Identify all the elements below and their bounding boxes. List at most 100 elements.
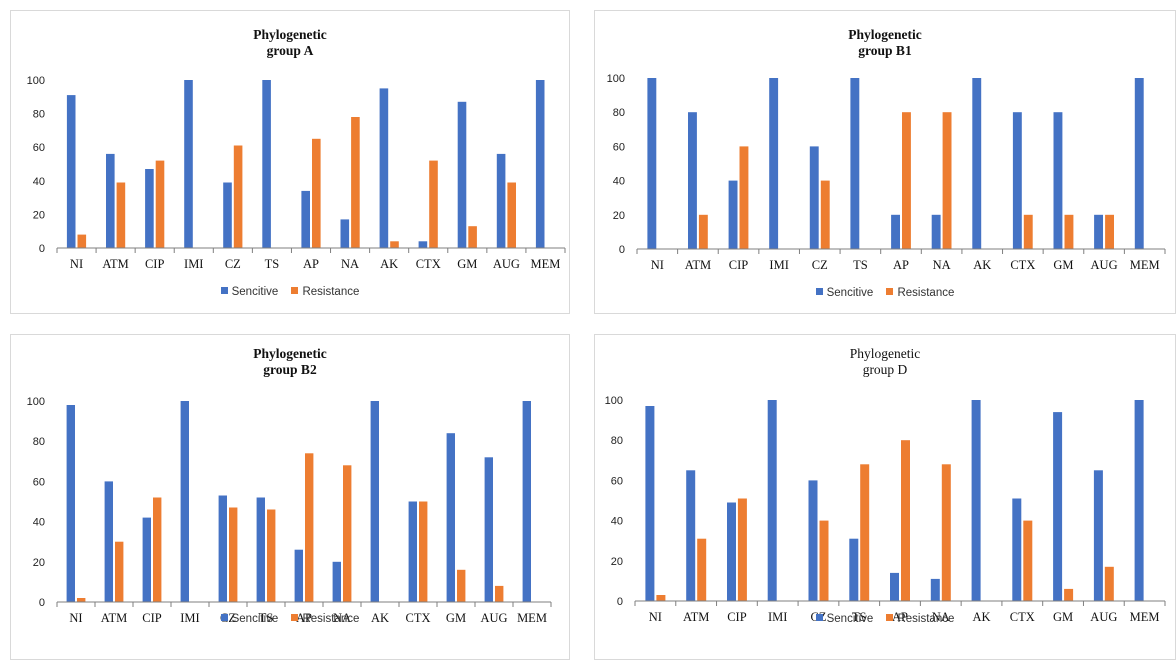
bar-sensitive-cip [727,502,736,601]
bar-resistance-ni [77,234,87,248]
y-tick-label: 0 [39,243,45,255]
bar-resistance-cz [229,507,238,602]
x-tick-label: MEM [517,611,547,625]
bar-resistance-gm [457,569,466,602]
x-tick-label: IMI [184,257,203,271]
chart-title: Phylogenetic group B1 [595,27,1175,59]
bar-sensitive-mem [1134,78,1144,249]
x-tick-label: NI [70,257,83,271]
y-tick-label: 60 [611,475,623,487]
x-tick-label: IMI [769,258,788,272]
chart-title-line2: group B2 [263,362,317,377]
bar-sensitive-cip [142,517,151,602]
y-tick-label: 20 [33,209,45,221]
chart-panel-group-b2: Phylogenetic group B2 0 20 40 60 80 100 NI ATM C… [10,334,570,660]
y-tick-label: 60 [33,476,45,488]
bar-sensitive-imi [184,80,193,248]
x-tick-label: AP [296,611,312,625]
chart-title-line1: Phylogenetic [849,346,921,361]
x-tick-label: CTX [1010,258,1035,272]
y-tick-label: 40 [33,517,45,529]
bar-sensitive-atm [686,470,696,601]
bar-sensitive-cz [218,495,227,602]
bar-sensitive-ni [645,406,655,601]
x-tick-label: NA [933,258,951,272]
y-tick-label: 80 [611,435,623,447]
bar-sensitive-ap [891,214,900,249]
bar-sensitive-ak [379,88,389,249]
legend-label-sensitive: Sencitive [826,613,874,625]
y-tick-label: 0 [619,244,625,256]
legend-item-resistance: Resistance [886,287,954,299]
chart-title-line1: Phylogenetic [848,27,922,42]
y-tick-label: 100 [607,73,625,85]
y-tick-label: 80 [33,436,45,448]
y-tick-label: 40 [611,516,623,528]
chart-title: Phylogenetic group A [11,27,569,59]
x-tick-label: NA [341,257,359,271]
x-tick-label: AUG [480,611,507,625]
bar-chart-group-a: 0 20 40 60 80 100 NI ATM CIP IMI CZ TS AP NA AK CTX GM AU… [27,75,566,271]
bar-resistance-gm [468,226,477,248]
x-tick-label: NI [69,611,82,625]
legend-swatch-sensitive [220,287,228,295]
legend-label-resistance: Resistance [302,286,360,298]
bar-sensitive-imi [180,401,189,602]
legend-item-resistance: Resistance [291,286,359,298]
x-tick-label: TS [853,258,868,272]
bar-resistance-ap [312,138,321,248]
bar-resistance-aug [495,585,504,602]
bar-sensitive-mem [1134,400,1144,601]
chart-title-line1: Phylogenetic [253,27,327,42]
bar-resistance-ctx [419,501,428,602]
bar-sensitive-ts [849,538,859,601]
chart-title-line2: group B1 [858,43,912,58]
x-tick-label: TS [265,257,280,271]
bar-sensitive-cz [223,182,232,248]
bar-resistance-cip [153,497,162,602]
x-tick-label: ATM [102,257,128,271]
legend-item-sensitive: Sencitive [220,286,279,298]
bar-resistance-aug [507,182,516,248]
bar-sensitive-ts [850,78,860,249]
bar-sensitive-ctx [418,241,428,248]
x-tick-label: CTX [406,611,431,625]
x-tick-label: TS [852,610,867,624]
bar-sensitive-ctx [1012,498,1022,601]
bar-sensitive-ni [66,95,76,248]
bar-sensitive-gm [1053,412,1063,601]
bar-resistance-ts [860,464,870,601]
bar-sensitive-ctx [1012,112,1022,249]
bar-sensitive-mem [535,80,545,248]
bar-sensitive-ap [890,572,899,601]
legend-item-sensitive: Sencitive [815,613,874,625]
y-tick-label: 60 [33,142,45,154]
legend-label-sensitive: Sencitive [231,286,279,298]
x-tick-label: IMI [180,611,199,625]
bar-resistance-cip [737,498,747,601]
x-tick-label: CZ [225,257,241,271]
bar-sensitive-atm [688,112,697,249]
x-tick-label: CIP [145,257,165,271]
bar-sensitive-ni [647,78,657,249]
bar-sensitive-mem [522,401,531,602]
x-tick-label: ATM [685,258,711,272]
legend-item-resistance: Resistance [886,613,954,625]
bar-resistance-ap [901,440,910,601]
bar-resistance-cz [819,520,829,601]
y-tick-label: 40 [613,176,625,188]
bar-resistance-atm [116,182,126,248]
x-tick-label: CIP [142,611,162,625]
bar-sensitive-cz [809,146,819,249]
legend-label-resistance: Resistance [897,613,955,625]
bar-sensitive-ap [294,549,303,602]
chart-legend: Sencitive Resistance [595,613,1175,625]
x-tick-label: CTX [1010,610,1035,624]
bar-resistance-aug [1105,214,1114,249]
legend-swatch-resistance [291,287,299,295]
chart-title-line2: group A [266,43,314,58]
x-tick-label: AUG [1091,258,1118,272]
bar-sensitive-ak [971,400,981,601]
y-tick-label: 0 [617,596,623,608]
bar-resistance-ctx [1023,214,1033,249]
